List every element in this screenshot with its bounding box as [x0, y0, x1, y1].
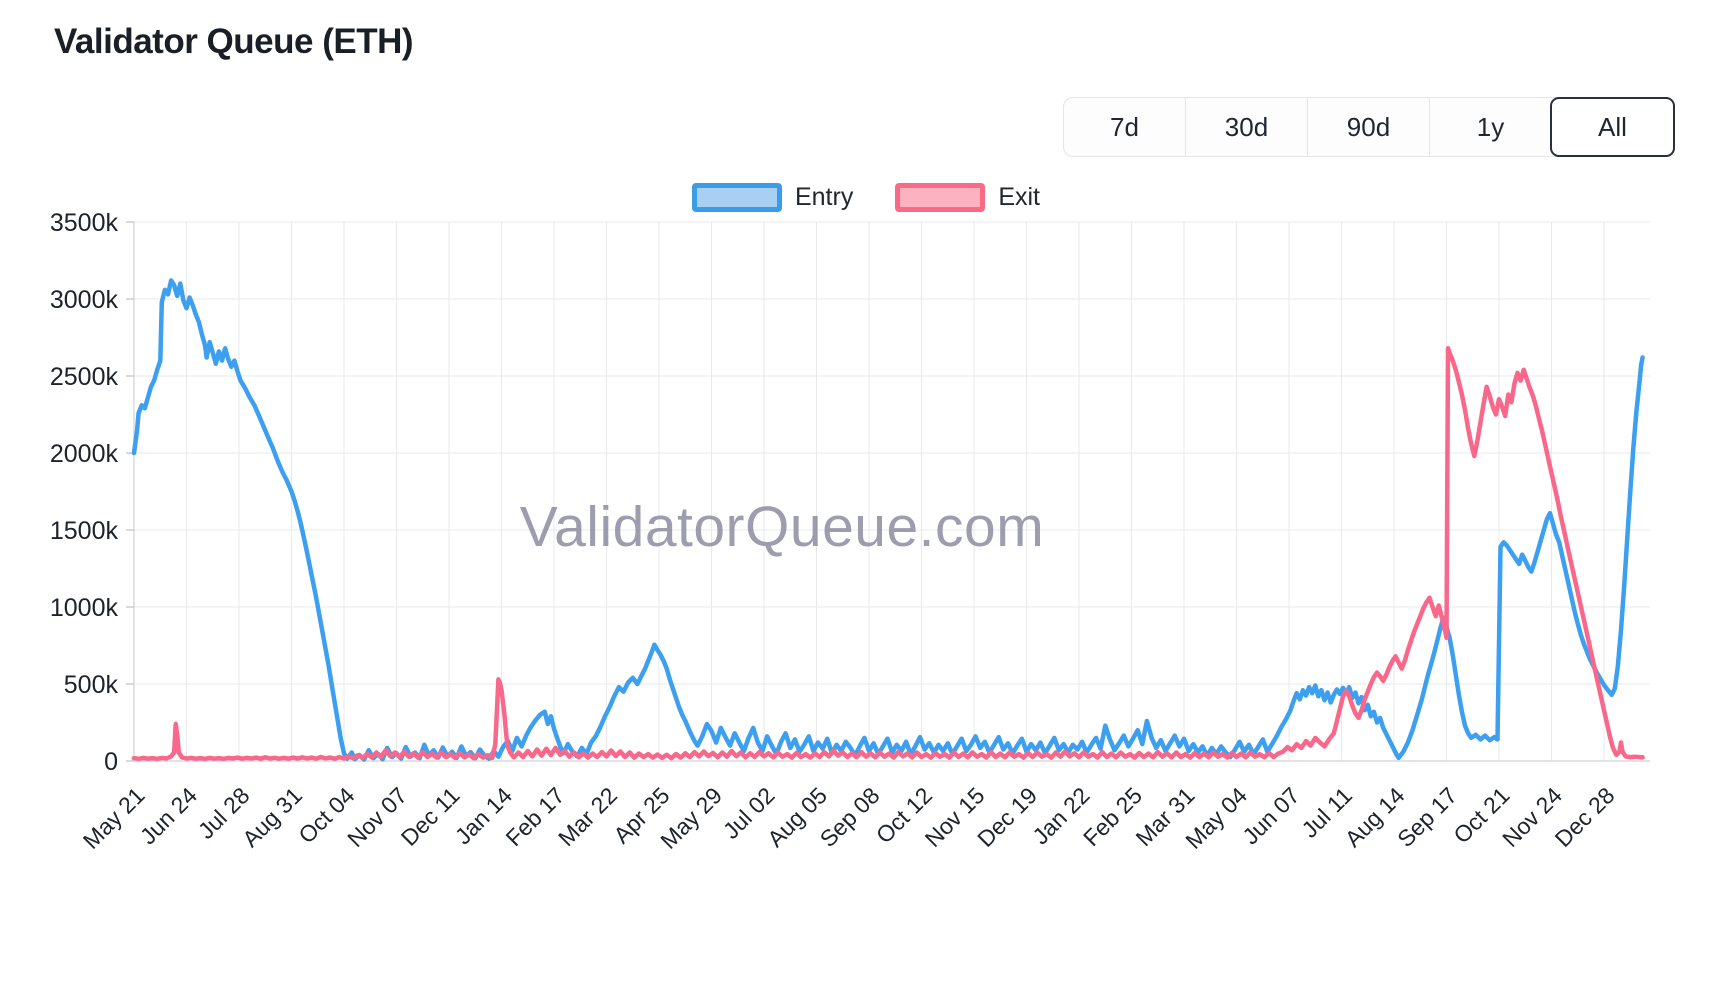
- x-axis-label: Jun 07: [1237, 782, 1304, 849]
- x-axis-label: Aug 31: [237, 782, 307, 852]
- time-range-button-30d[interactable]: 30d: [1185, 98, 1307, 156]
- y-axis-label: 3000k: [50, 286, 119, 314]
- x-axis-label: Sep 08: [815, 782, 885, 852]
- y-axis-label: 0: [104, 748, 118, 776]
- x-axis-label: Jun 24: [135, 782, 202, 849]
- series-line-exit[interactable]: [131, 346, 1645, 762]
- legend-item-exit[interactable]: Exit: [895, 182, 1041, 212]
- x-axis-label: Nov 07: [342, 782, 412, 852]
- time-range-button-all[interactable]: All: [1550, 97, 1675, 157]
- legend-swatch-exit-icon: [895, 182, 986, 212]
- time-range-button-90d[interactable]: 90d: [1307, 98, 1429, 156]
- chart-legend: Entry Exit: [0, 176, 1732, 218]
- x-axis-label: Dec 28: [1550, 782, 1620, 852]
- x-axis-label: Sep 17: [1392, 782, 1462, 852]
- time-range-button-group: 7d 30d 90d 1y All: [1063, 97, 1675, 157]
- legend-label: Exit: [998, 182, 1041, 211]
- x-axis-label: Dec 19: [972, 782, 1042, 852]
- y-axis-label: 1000k: [50, 594, 119, 622]
- y-axis-label: 3500k: [50, 209, 119, 237]
- legend-swatch-entry-icon: [691, 182, 782, 212]
- y-axis-label: 1500k: [50, 517, 119, 545]
- x-axis-label: Mar 22: [553, 782, 622, 851]
- x-axis-label: Dec 11: [396, 782, 465, 851]
- x-axis-label: May 21: [78, 782, 150, 854]
- page-title: Validator Queue (ETH): [54, 22, 414, 61]
- time-range-button-7d[interactable]: 7d: [1110, 111, 1139, 142]
- y-axis-label: 2000k: [50, 440, 119, 468]
- legend-item-entry[interactable]: Entry: [691, 182, 854, 212]
- y-axis-label: 500k: [64, 671, 119, 699]
- series-line-entry[interactable]: [131, 278, 1645, 762]
- time-range-button-1y[interactable]: 1y: [1429, 98, 1551, 156]
- x-axis-label: Feb 25: [1078, 782, 1147, 851]
- legend-label: Entry: [794, 182, 854, 211]
- x-axis-label: Feb 17: [501, 782, 570, 851]
- y-axis-label: 2500k: [50, 363, 119, 391]
